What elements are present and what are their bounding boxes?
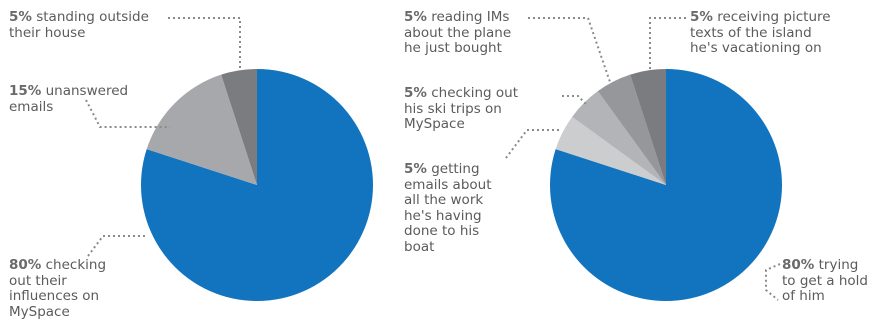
leader-right-trying-to-get-hold (765, 263, 781, 301)
pie-slice-right-trying-to-get-hold (550, 69, 783, 301)
pie-slice-right-picture-texts (630, 69, 666, 185)
label-left-unanswered-emails: 15% unanswered emails (9, 83, 129, 115)
label-right-picture-texts: 5% receiving picture texts of the island… (690, 9, 831, 56)
pie-slice-left-unanswered-emails (146, 74, 257, 185)
label-right-reading-ims: 5% reading IMs about the plane he just b… (404, 9, 512, 56)
label-left-checking-influences: 80% checking out their influences on MyS… (9, 257, 107, 320)
pie-chart-right (550, 69, 783, 301)
label-left-standing-outside: 5% standing outside their house (9, 9, 149, 41)
pie-slice-right-ski-trips (572, 91, 666, 185)
leader-left-standing-outside (168, 17, 241, 70)
label-right-ski-trips: 5% checking out his ski trips on MySpace (404, 85, 519, 132)
leader-left-checking-influences (87, 235, 146, 257)
label-right-trying-to-get-hold: 80% trying to get a hold of him (782, 257, 869, 304)
leader-left-unanswered-emails (85, 99, 170, 128)
pie-slice-left-checking-influences (141, 69, 374, 302)
leader-right-reading-ims (528, 17, 611, 83)
leader-lines (85, 17, 781, 301)
leader-right-ski-trips (562, 95, 589, 107)
pie-slice-right-boat-emails (555, 116, 666, 185)
pie-chart-left (141, 69, 374, 302)
leader-right-boat-emails (505, 129, 560, 159)
leader-right-picture-texts (649, 17, 686, 72)
pie-slice-right-reading-ims (597, 74, 666, 185)
label-right-boat-emails: 5% getting emails about all the work he'… (404, 161, 492, 255)
pie-slice-left-standing-outside (221, 69, 257, 185)
